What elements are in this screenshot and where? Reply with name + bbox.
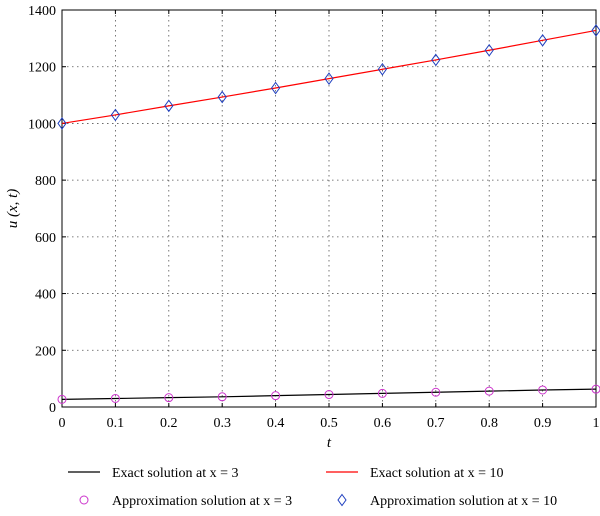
data-point <box>591 384 600 394</box>
data-point <box>324 390 334 400</box>
data-point <box>57 394 67 404</box>
series-line <box>61 29 597 125</box>
x-tick-label: 1 <box>593 416 600 431</box>
y-tick-label: 1200 <box>28 61 56 76</box>
legend: Exact solution at x = 3 Exact solution at… <box>68 466 557 509</box>
legend-item-4: Approximation solution at x = 10 <box>337 493 557 509</box>
data-point <box>377 62 388 76</box>
data-point <box>377 388 387 398</box>
data-point <box>484 43 494 57</box>
x-tick-label: 0.1 <box>107 416 125 431</box>
x-tick-label: 0.9 <box>534 416 552 431</box>
data-point <box>431 387 441 397</box>
data-point <box>57 117 67 130</box>
data-point <box>538 385 548 395</box>
data-point <box>217 392 227 402</box>
data-point <box>537 33 548 47</box>
data-point <box>164 99 174 113</box>
series-4 <box>57 24 600 130</box>
legend-swatch <box>337 493 347 507</box>
legend-item-2: Exact solution at x = 10 <box>326 466 504 481</box>
series-2 <box>61 29 597 125</box>
axis-ticks: 0 0.1 0.2 0.3 0.4 0.5 0.6 0.7 0.8 0.9 1 0 200 400 600 8… <box>28 4 600 431</box>
legend-label: Exact solution at x = 3 <box>112 466 239 481</box>
data-point <box>324 72 334 85</box>
series-3 <box>57 384 600 404</box>
data-point <box>270 81 281 95</box>
data-point <box>217 90 227 104</box>
y-tick-label: 800 <box>35 174 56 189</box>
y-tick-label: 400 <box>35 288 56 303</box>
data-point <box>431 53 441 67</box>
series-1 <box>61 388 597 400</box>
x-tick-label: 0.4 <box>267 416 285 431</box>
grid <box>62 10 596 407</box>
x-axis-label: t <box>327 435 332 451</box>
data-point <box>591 24 600 37</box>
x-tick-label: 0.6 <box>374 416 392 431</box>
data-point <box>110 393 120 403</box>
x-tick-label: 0.2 <box>160 416 178 431</box>
y-tick-label: 0 <box>49 401 56 416</box>
data-point <box>484 386 494 396</box>
x-tick-label: 0.8 <box>480 416 498 431</box>
y-tick-label: 1400 <box>28 4 56 19</box>
y-tick-label: 600 <box>35 231 56 246</box>
x-tick-label: 0.5 <box>320 416 338 431</box>
x-tick-label: 0.3 <box>213 416 231 431</box>
plot-frame <box>61 9 597 408</box>
series-group <box>57 24 600 404</box>
data-point <box>110 108 121 122</box>
x-tick-label: 0.7 <box>427 416 445 431</box>
legend-label: Exact solution at x = 10 <box>370 466 504 481</box>
series-line <box>61 388 597 400</box>
data-point <box>164 393 174 403</box>
legend-item-1: Exact solution at x = 3 <box>68 466 239 481</box>
data-point <box>271 391 281 401</box>
legend-label: Approximation solution at x = 3 <box>112 494 292 509</box>
x-tick-label: 0 <box>59 416 66 431</box>
legend-swatch <box>79 495 89 505</box>
y-tick-label: 1000 <box>28 117 56 132</box>
y-tick-label: 200 <box>35 344 56 359</box>
legend-label: Approximation solution at x = 10 <box>370 494 557 509</box>
legend-item-3: Approximation solution at x = 3 <box>79 494 292 509</box>
y-axis-label: u (x, t) <box>5 189 21 229</box>
